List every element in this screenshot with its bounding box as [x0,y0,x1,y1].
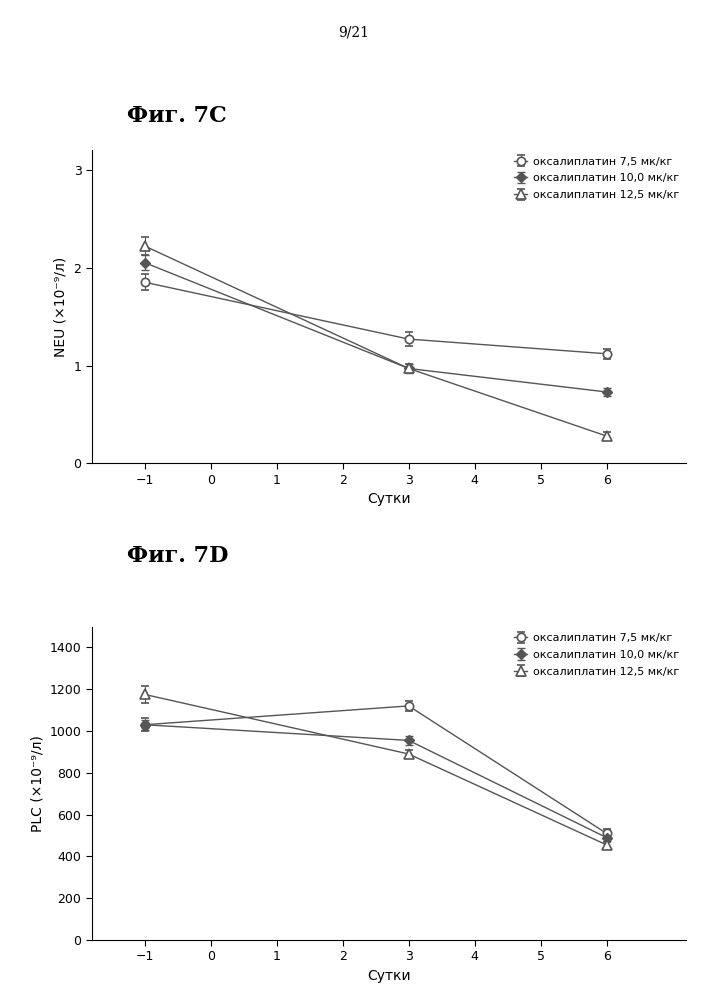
Y-axis label: PLC (×10⁻⁹/л): PLC (×10⁻⁹/л) [30,735,44,832]
Legend: оксалиплатин 7,5 мк/кг, оксалиплатин 10,0 мк/кг, оксалиплатин 12,5 мк/кг: оксалиплатин 7,5 мк/кг, оксалиплатин 10,… [510,152,684,204]
Legend: оксалиплатин 7,5 мк/кг, оксалиплатин 10,0 мк/кг, оксалиплатин 12,5 мк/кг: оксалиплатин 7,5 мк/кг, оксалиплатин 10,… [510,629,684,681]
X-axis label: Сутки: Сутки [367,969,411,983]
Y-axis label: NEU (×10⁻⁹/л): NEU (×10⁻⁹/л) [54,257,68,357]
Text: Фиг. 7D: Фиг. 7D [127,545,228,567]
Text: 9/21: 9/21 [338,25,369,39]
X-axis label: Сутки: Сутки [367,492,411,506]
Text: Фиг. 7C: Фиг. 7C [127,105,227,127]
